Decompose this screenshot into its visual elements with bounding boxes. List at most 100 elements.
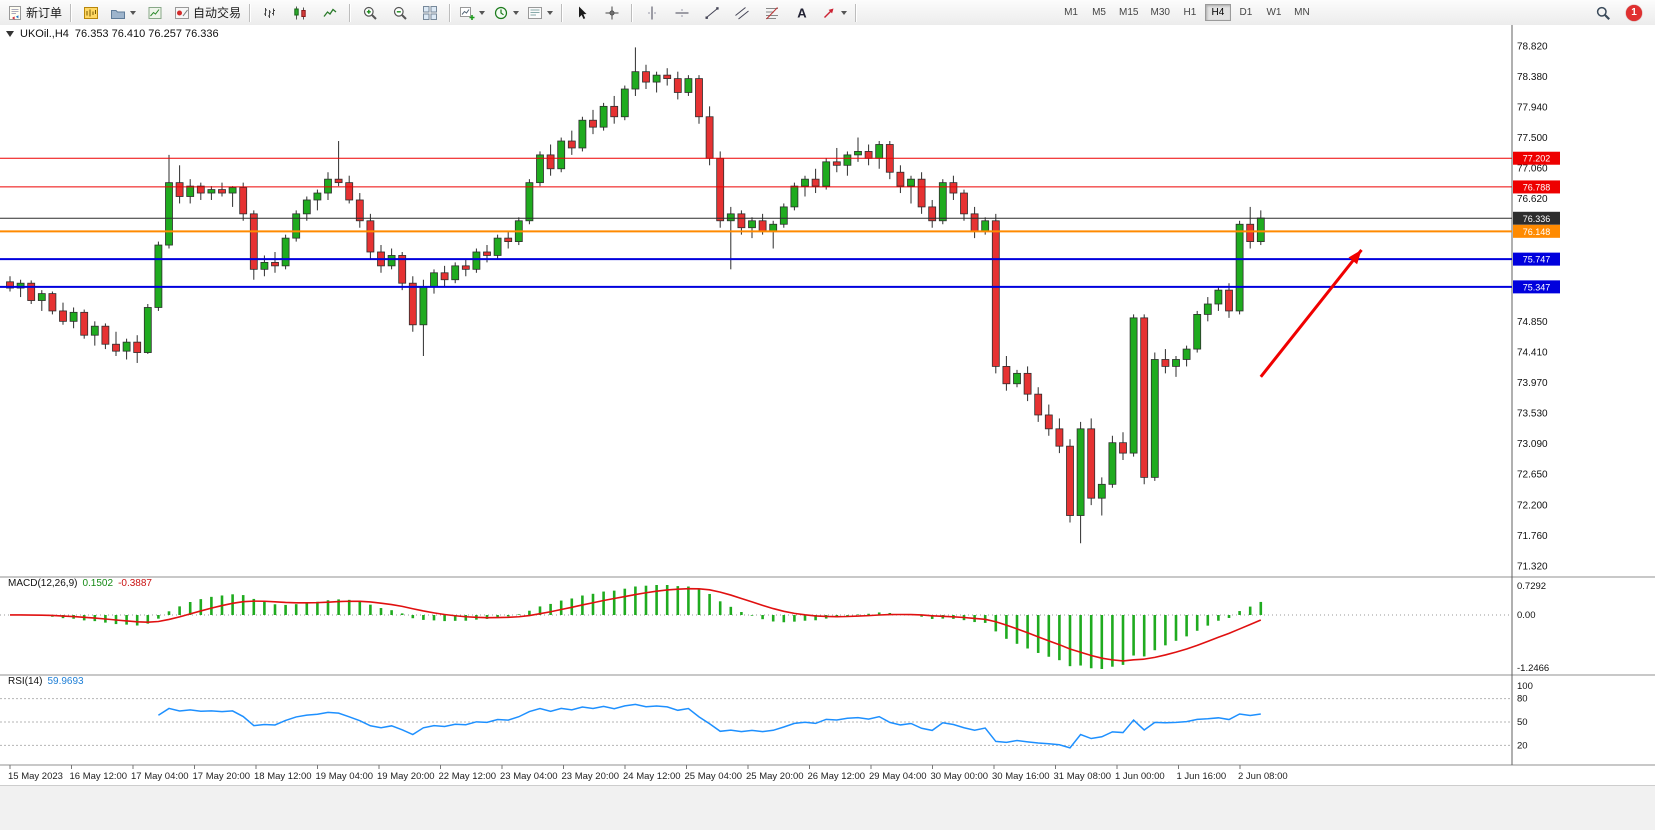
macd-signal-value: -0.3887 [118, 578, 152, 589]
timeframe-m1-button[interactable]: M1 [1064, 7, 1078, 18]
svg-text:29 May 04:00: 29 May 04:00 [869, 771, 927, 782]
status-strip [0, 785, 1655, 830]
templates-icon [527, 5, 543, 21]
svg-text:25 May 04:00: 25 May 04:00 [685, 771, 743, 782]
templates-button[interactable] [523, 1, 557, 24]
timeframe-mn-button[interactable]: MN [1294, 7, 1310, 18]
strategy-tester-icon [147, 5, 163, 21]
bar-chart-button[interactable] [255, 1, 285, 24]
chart-canvas[interactable]: 78.820 78.380 77.940 77.500 77.060 76.620 74.8… [0, 25, 1655, 785]
search-button[interactable] [1588, 1, 1618, 24]
new-order-label: 新订单 [26, 6, 63, 20]
auto-trading-icon [174, 5, 190, 21]
svg-text:71.760: 71.760 [1517, 531, 1548, 542]
macd-panel: 0.7292 0.00 -1.2466 [0, 581, 1549, 674]
arrow-objects-icon [821, 5, 837, 21]
chart-menu-arrow-icon[interactable] [6, 31, 14, 37]
svg-text:24 May 12:00: 24 May 12:00 [623, 771, 681, 782]
zoom-out-button[interactable] [385, 1, 415, 24]
equidistant-channel-button[interactable] [727, 1, 757, 24]
svg-text:23 May 20:00: 23 May 20:00 [562, 771, 620, 782]
rsi-value: 59.9693 [47, 676, 84, 687]
profiles-dropdown-arrow-icon [130, 10, 137, 15]
bar-chart-icon [262, 5, 278, 21]
toolbar-group [355, 1, 445, 24]
chart-symbol-period: UKOil.,H4 [20, 28, 69, 40]
new-order-icon [7, 5, 23, 21]
fibonacci-retracement-button[interactable] [757, 1, 787, 24]
svg-text:17 May 20:00: 17 May 20:00 [193, 771, 251, 782]
arrow-objects-dropdown-arrow-icon [841, 10, 848, 15]
svg-text:77.202: 77.202 [1523, 154, 1551, 164]
svg-text:0.00: 0.00 [1517, 610, 1536, 621]
svg-text:19 May 04:00: 19 May 04:00 [316, 771, 374, 782]
svg-text:50: 50 [1517, 717, 1528, 728]
trend-arrow-annotation[interactable] [1259, 248, 1363, 378]
vertical-line-icon [644, 5, 660, 21]
arrow-objects-button[interactable] [817, 1, 851, 24]
timeframe-m15-button[interactable]: M15 [1119, 7, 1139, 18]
svg-text:78.380: 78.380 [1517, 72, 1548, 83]
svg-text:26 May 12:00: 26 May 12:00 [808, 771, 866, 782]
indicators-button[interactable] [455, 1, 489, 24]
cursor-button[interactable] [567, 1, 597, 24]
candlestick-chart-icon [292, 5, 308, 21]
timeframe-h4-button[interactable]: H4 [1204, 4, 1231, 21]
svg-text:74.410: 74.410 [1517, 347, 1548, 358]
indicators-dropdown-arrow-icon [479, 10, 486, 15]
timeframe-m30-button[interactable]: M30 [1150, 7, 1170, 18]
zoom-in-icon [362, 5, 378, 21]
svg-text:17 May 04:00: 17 May 04:00 [131, 771, 189, 782]
chart-title: UKOil.,H4 76.353 76.410 76.257 76.336 [6, 28, 219, 40]
profiles-icon [110, 5, 126, 21]
zoom-in-button[interactable] [355, 1, 385, 24]
svg-text:76.788: 76.788 [1523, 182, 1551, 192]
timeframe-m5-button[interactable]: M5 [1092, 7, 1106, 18]
new-chart-button[interactable] [76, 1, 106, 24]
notification-badge[interactable]: 1 [1626, 4, 1642, 21]
toolbar-separator [249, 3, 252, 22]
timeframe-d1-button[interactable]: D1 [1239, 7, 1253, 18]
auto-trading-button[interactable]: 自动交易 [170, 1, 245, 24]
chart-area[interactable]: 78.820 78.380 77.940 77.500 77.060 76.620 74.8… [0, 25, 1655, 785]
horizontal-line-button[interactable] [667, 1, 697, 24]
new-order-button[interactable]: 新订单 [3, 1, 66, 24]
macd-name: MACD(12,26,9) [8, 578, 78, 589]
timeframe-h1-button[interactable]: H1 [1183, 7, 1197, 18]
rsi-indicator-label: RSI(14) 59.9693 [8, 676, 84, 687]
svg-text:1 Jun 00:00: 1 Jun 00:00 [1115, 771, 1165, 782]
toolbar-separator [70, 3, 73, 22]
svg-text:76.620: 76.620 [1517, 194, 1548, 205]
svg-text:80: 80 [1517, 694, 1528, 705]
svg-text:30 May 16:00: 30 May 16:00 [992, 771, 1050, 782]
strategy-tester-button[interactable] [140, 1, 170, 24]
indicators-icon [459, 5, 475, 21]
search-icon [1595, 5, 1611, 21]
periods-button[interactable] [489, 1, 523, 24]
trendline-button[interactable] [697, 1, 727, 24]
text-label-button[interactable]: A [787, 1, 817, 24]
tile-windows-button[interactable] [415, 1, 445, 24]
horizontal-line-icon [674, 5, 690, 21]
periods-icon [493, 5, 509, 21]
svg-text:75.347: 75.347 [1523, 282, 1551, 292]
svg-text:73.090: 73.090 [1517, 439, 1548, 450]
rsi-panel: 100 80 50 20 [0, 681, 1533, 751]
toolbar-group [255, 1, 345, 24]
svg-text:30 May 00:00: 30 May 00:00 [931, 771, 989, 782]
svg-text:A: A [797, 5, 807, 20]
toolbar-group [567, 1, 627, 24]
timeframe-w1-button[interactable]: W1 [1266, 7, 1282, 18]
profiles-button[interactable] [106, 1, 140, 24]
crosshair-button[interactable] [597, 1, 627, 24]
svg-text:71.320: 71.320 [1517, 562, 1548, 573]
line-chart-button[interactable] [315, 1, 345, 24]
svg-text:76.148: 76.148 [1523, 227, 1551, 237]
templates-dropdown-arrow-icon [547, 10, 554, 15]
fibonacci-retracement-icon [764, 5, 780, 21]
vertical-line-button[interactable] [637, 1, 667, 24]
svg-text:22 May 12:00: 22 May 12:00 [439, 771, 497, 782]
candlestick-chart-button[interactable] [285, 1, 315, 24]
macd-main-value: 0.1502 [82, 578, 114, 589]
